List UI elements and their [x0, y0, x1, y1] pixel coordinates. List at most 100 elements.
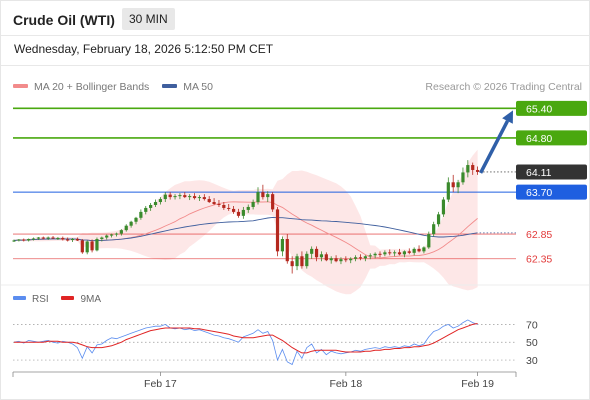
candle-body: [363, 256, 367, 259]
candle-body: [80, 240, 84, 253]
candle-body: [334, 258, 338, 262]
candle-body: [100, 237, 104, 240]
candle-body: [149, 204, 153, 208]
level-label-pivot-2-box: [516, 184, 587, 200]
rsi-line: [13, 319, 478, 366]
rsi-tick-label: 30: [526, 355, 538, 367]
candle-body: [241, 209, 245, 216]
candle-body: [134, 217, 138, 222]
legend-bollinger: MA 20 + Bollinger Bands: [13, 81, 149, 93]
current-price-label-box: [516, 164, 587, 180]
candle-body: [388, 252, 392, 254]
candle-body: [110, 234, 114, 236]
ma50-swatch: [162, 84, 178, 89]
candle-body: [476, 169, 480, 172]
candle-body: [251, 202, 255, 207]
candle-body: [85, 241, 89, 253]
candle-body: [339, 259, 343, 262]
candle-body: [324, 254, 328, 261]
legend-9ma-label: 9MA: [80, 294, 102, 305]
candle-body: [139, 211, 143, 218]
candle-body: [471, 165, 475, 170]
candle-body: [305, 253, 309, 267]
candle-body: [75, 239, 80, 241]
candle-body: [183, 195, 187, 198]
legend-bollinger-label: MA 20 + Bollinger Bands: [34, 81, 150, 93]
x-tick-label: Feb 18: [329, 378, 362, 390]
candle-body: [119, 230, 123, 234]
candle-body: [222, 204, 226, 208]
candle-body: [178, 195, 182, 197]
candle-body: [163, 194, 167, 200]
candle-body: [56, 238, 60, 240]
candle-body: [285, 239, 289, 262]
candle-body: [280, 239, 284, 252]
candle-body: [158, 199, 162, 203]
candle-body: [207, 199, 211, 203]
candle-body: [368, 255, 372, 257]
instrument-title: Crude Oil (WTI): [13, 12, 115, 28]
candle-body: [27, 239, 31, 241]
candle-body: [441, 199, 446, 215]
candle-body: [227, 207, 231, 209]
candle-body: [456, 182, 460, 188]
candle-body: [246, 206, 250, 210]
rsi-ma9-line: [14, 323, 478, 354]
legend-ma50: MA 50: [162, 81, 213, 93]
candle-body: [383, 252, 387, 255]
level-label-resistance-1-box: [516, 130, 587, 146]
candle-body: [436, 214, 441, 225]
copyright-label: Research © 2026 Trading Central: [425, 81, 582, 93]
legend-ma50-label: MA 50: [183, 81, 213, 93]
candle-body: [12, 240, 16, 242]
candle-body: [451, 182, 455, 188]
candle-body: [393, 252, 397, 254]
candle-body: [129, 221, 133, 226]
candle-body: [300, 256, 304, 267]
candle-body: [378, 253, 382, 255]
candle-body: [217, 204, 221, 205]
legend-rsi-label: RSI: [32, 294, 49, 305]
interval-selector[interactable]: 30 MIN: [122, 8, 175, 30]
level-label-resistance-0-text: 65.40: [526, 103, 552, 115]
candle-body: [412, 248, 416, 253]
candle-body: [173, 196, 177, 198]
header-divider: [1, 35, 589, 36]
candle-body: [319, 254, 324, 258]
candle-body: [349, 258, 353, 261]
subheader-divider: [1, 65, 589, 66]
candle-body: [466, 165, 470, 173]
candle-body: [70, 239, 75, 241]
legend-rsi: RSI: [13, 294, 49, 305]
forecast-arrow-shaft: [479, 120, 510, 174]
candle-body: [402, 251, 406, 255]
candle-body: [373, 253, 377, 256]
candle-body: [232, 208, 236, 212]
candle-body: [31, 238, 36, 240]
candle-body: [397, 252, 402, 255]
candle-body: [290, 261, 294, 267]
candle-body: [261, 192, 265, 198]
candle-body: [432, 224, 436, 235]
candle-body: [329, 258, 333, 261]
candle-body: [197, 197, 202, 199]
candle-body: [358, 257, 363, 259]
candle-body: [236, 211, 241, 216]
ma9-swatch: [61, 296, 75, 301]
datetime-label: Wednesday, February 18, 2026 5:12:50 PM …: [14, 42, 274, 56]
candle-body: [202, 197, 206, 200]
candle-body: [446, 182, 450, 200]
candle-body: [192, 196, 197, 199]
candle-body: [51, 237, 55, 239]
candle-body: [256, 192, 260, 203]
rsi-legend: RSI 9MA: [13, 294, 111, 305]
candle-body: [422, 247, 426, 252]
level-label-support-4: 62.35: [526, 254, 552, 266]
candle-body: [36, 237, 40, 239]
bollinger-band-fill: [14, 149, 478, 295]
candle-body: [90, 241, 94, 251]
level-label-resistance-1-text: 64.80: [526, 133, 552, 145]
x-tick-label: Feb 19: [461, 378, 494, 390]
